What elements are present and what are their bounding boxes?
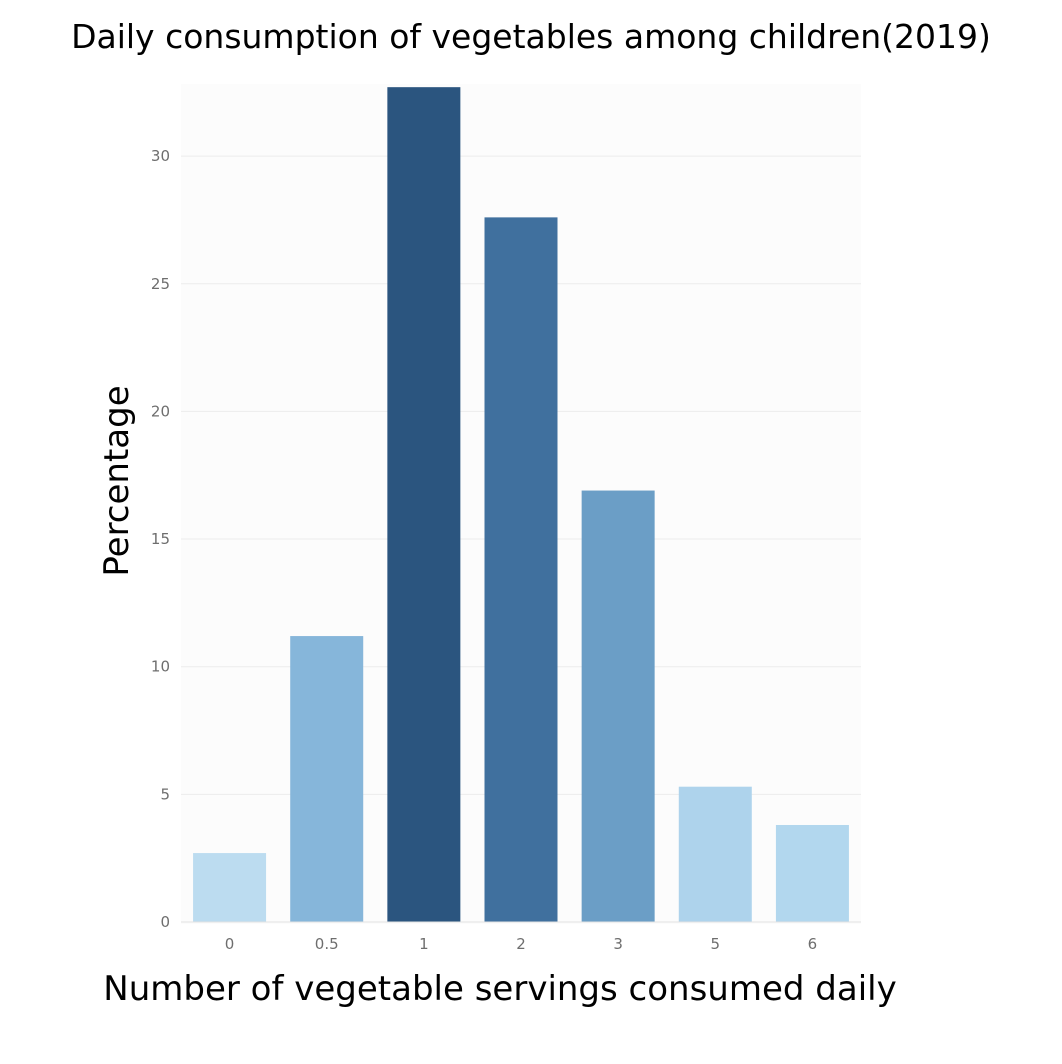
x-tick-label: 0	[225, 935, 235, 953]
x-tick-label: 2	[516, 935, 526, 953]
y-tick-label: 10	[151, 658, 170, 676]
x-tick-label: 6	[808, 935, 818, 953]
y-tick-label: 5	[160, 785, 170, 803]
bar	[290, 636, 364, 922]
bar	[387, 87, 461, 922]
y-tick-label: 15	[151, 530, 170, 548]
x-tick-labels: 0 0.5 1 2 3 5 6	[225, 935, 817, 953]
x-tick-label: 0.5	[315, 935, 339, 953]
x-tick-label: 5	[711, 935, 721, 953]
bars	[193, 87, 849, 922]
x-axis-title: Number of vegetable servings consumed da…	[103, 969, 896, 1009]
y-tick-label: 20	[151, 402, 170, 420]
y-tick-labels: 0 5 10 15 20 25 30	[151, 147, 170, 931]
y-tick-label: 0	[160, 913, 170, 931]
x-tick-label: 3	[613, 935, 623, 953]
x-tick-label: 1	[419, 935, 429, 953]
bar	[775, 824, 849, 922]
bar	[678, 786, 752, 922]
y-tick-label: 25	[151, 275, 170, 293]
y-axis-title: Percentage	[97, 385, 137, 576]
chart-title: Daily consumption of vegetables among ch…	[71, 17, 991, 56]
bar	[581, 490, 655, 922]
bar	[484, 217, 558, 922]
y-tick-label: 30	[151, 147, 170, 165]
bar	[193, 853, 267, 922]
